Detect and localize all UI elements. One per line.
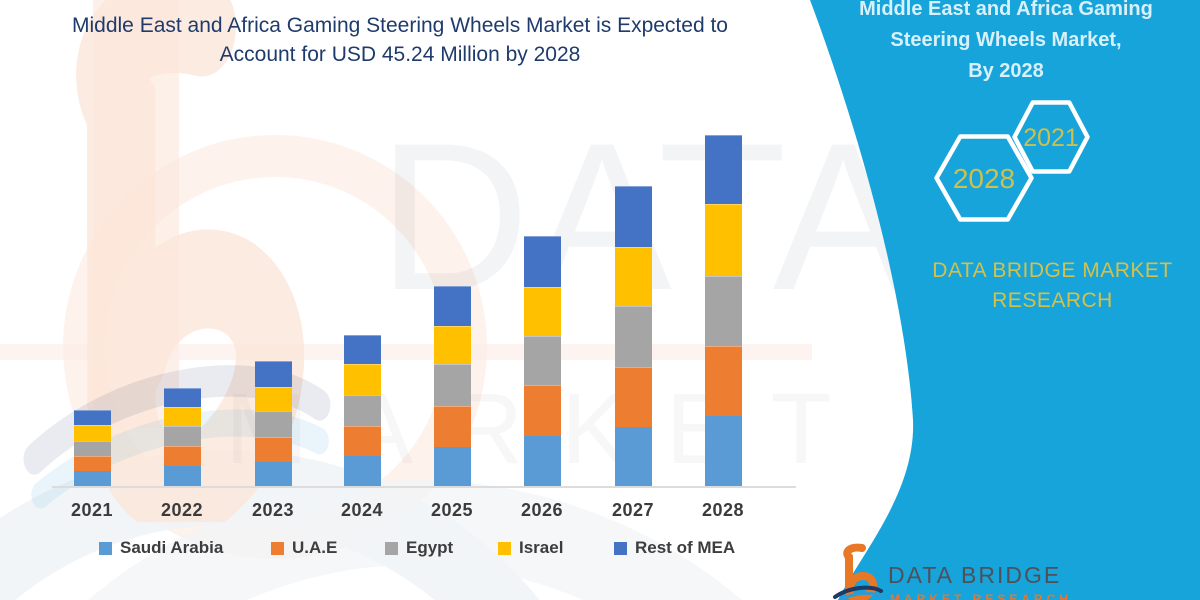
legend-item-egypt: Egypt (385, 538, 454, 557)
bar-segment-egypt (343, 395, 381, 426)
footer-b-logo-icon (833, 543, 883, 600)
hexagon-year-2028: 2028 (953, 163, 1015, 194)
bar-segment-saudi-arabia (704, 416, 742, 486)
legend-swatch-rest-of-mea (614, 541, 627, 555)
x-axis-line (52, 486, 796, 488)
bar-segment-rest-of-mea (704, 134, 742, 205)
hexagon-2028-icon (934, 134, 1034, 222)
footer-brand-text: DATA BRIDGE (888, 562, 1062, 588)
stacked-bar-2021 (73, 409, 111, 486)
hexagon-badges: 2028 2021 (934, 100, 1090, 222)
legend-swatch-saudi-arabia (99, 541, 112, 555)
x-axis-label: 2028 (701, 500, 745, 520)
legend-item-saudi-arabia: Saudi Arabia (99, 538, 224, 557)
legend-label-saudi-arabia: Saudi Arabia (120, 538, 224, 557)
bar-segment-israel (614, 247, 652, 306)
side-panel-title-line1: Middle East and Africa Gaming (859, 0, 1153, 20)
stacked-bar-2026 (523, 235, 561, 486)
legend-swatch-u-a-e (271, 541, 284, 555)
bar-segment-saudi-arabia (254, 461, 292, 486)
bar-segment-egypt (704, 275, 742, 346)
bar-segment-rest-of-mea (73, 409, 111, 425)
side-panel-title: Middle East and Africa Gaming Steering W… (820, 0, 1192, 87)
footer-brand-subtext: MARKET RESEARCH (890, 592, 1073, 600)
legend-swatch-egypt (385, 541, 398, 555)
bar-segment-u-a-e (343, 425, 381, 456)
bar-segment-u-a-e (433, 405, 471, 447)
bar-segment-saudi-arabia (614, 426, 652, 486)
bar-segment-saudi-arabia (163, 466, 201, 486)
legend-label-rest-of-mea: Rest of MEA (635, 538, 736, 557)
hexagon-2021-icon (1012, 100, 1090, 174)
bar-segment-israel (73, 424, 111, 441)
bar-segment-rest-of-mea (614, 186, 652, 248)
stacked-bar-2027 (614, 186, 652, 486)
bar-segment-egypt (163, 425, 201, 446)
legend-item-u-a-e: U.A.E (271, 538, 338, 557)
stacked-bar-2028 (704, 134, 742, 486)
bar-segment-saudi-arabia (343, 455, 381, 486)
stacked-bar-2023 (254, 360, 292, 486)
bar-segment-rest-of-mea (523, 235, 561, 287)
bar-segment-israel (163, 406, 201, 426)
bar-segment-u-a-e (163, 445, 201, 466)
bar-segment-egypt (73, 440, 111, 456)
stacked-bar-2024 (343, 334, 381, 486)
legend-item-israel: Israel (498, 538, 564, 557)
side-panel-brand-line1: DATA BRIDGE MARKET (932, 259, 1173, 282)
bar-segment-u-a-e (523, 384, 561, 436)
x-axis-label: 2021 (70, 500, 114, 520)
side-panel-brand-line2: RESEARCH (992, 289, 1113, 312)
side-panel-title-line3: By 2028 (968, 60, 1044, 82)
bar-segment-rest-of-mea (433, 285, 471, 326)
legend-label-israel: Israel (519, 538, 564, 557)
x-axis-label: 2027 (611, 500, 655, 520)
legend-label-u-a-e: U.A.E (292, 538, 338, 557)
chart-title-line1: Middle East and Africa Gaming Steering W… (72, 14, 728, 37)
bar-segment-israel (343, 364, 381, 396)
legend-swatch-israel (498, 541, 511, 555)
legend-label-egypt: Egypt (406, 538, 454, 557)
bar-segment-rest-of-mea (343, 334, 381, 365)
bar-segment-israel (523, 286, 561, 336)
bar-segment-u-a-e (704, 345, 742, 417)
legend-item-rest-of-mea: Rest of MEA (614, 538, 736, 557)
chart-title-line2: Account for USD 45.24 Million by 2028 (219, 43, 581, 66)
x-axis-label: 2022 (160, 500, 204, 520)
stacked-bar-2025 (433, 285, 471, 486)
bar-segment-israel (433, 325, 471, 365)
bar-segment-egypt (254, 410, 292, 437)
bar-segment-egypt (433, 364, 471, 406)
x-axis-label: 2025 (430, 500, 474, 520)
x-axis-label: 2024 (340, 500, 384, 520)
stacked-bar-2022 (163, 387, 201, 486)
side-panel-brand: DATA BRIDGE MARKET RESEARCH (905, 256, 1200, 316)
bar-segment-saudi-arabia (73, 470, 111, 486)
bar-segment-u-a-e (73, 455, 111, 471)
bar-segment-u-a-e (614, 366, 652, 427)
bar-segment-u-a-e (254, 436, 292, 462)
bar-segment-rest-of-mea (254, 360, 292, 388)
hexagon-year-2021: 2021 (1023, 124, 1079, 152)
bar-segment-israel (254, 387, 292, 411)
bar-segment-rest-of-mea (163, 387, 201, 407)
side-panel-title-line2: Steering Wheels Market, (890, 29, 1122, 51)
bar-segment-saudi-arabia (523, 436, 561, 486)
bar-segment-egypt (523, 335, 561, 385)
watermark-stripe (0, 344, 812, 360)
x-axis-label: 2023 (251, 500, 295, 520)
x-axis-label: 2026 (520, 500, 564, 520)
bar-segment-israel (704, 204, 742, 276)
bar-segment-egypt (614, 305, 652, 367)
bar-segment-saudi-arabia (433, 446, 471, 486)
chart-title: Middle East and Africa Gaming Steering W… (0, 11, 800, 69)
